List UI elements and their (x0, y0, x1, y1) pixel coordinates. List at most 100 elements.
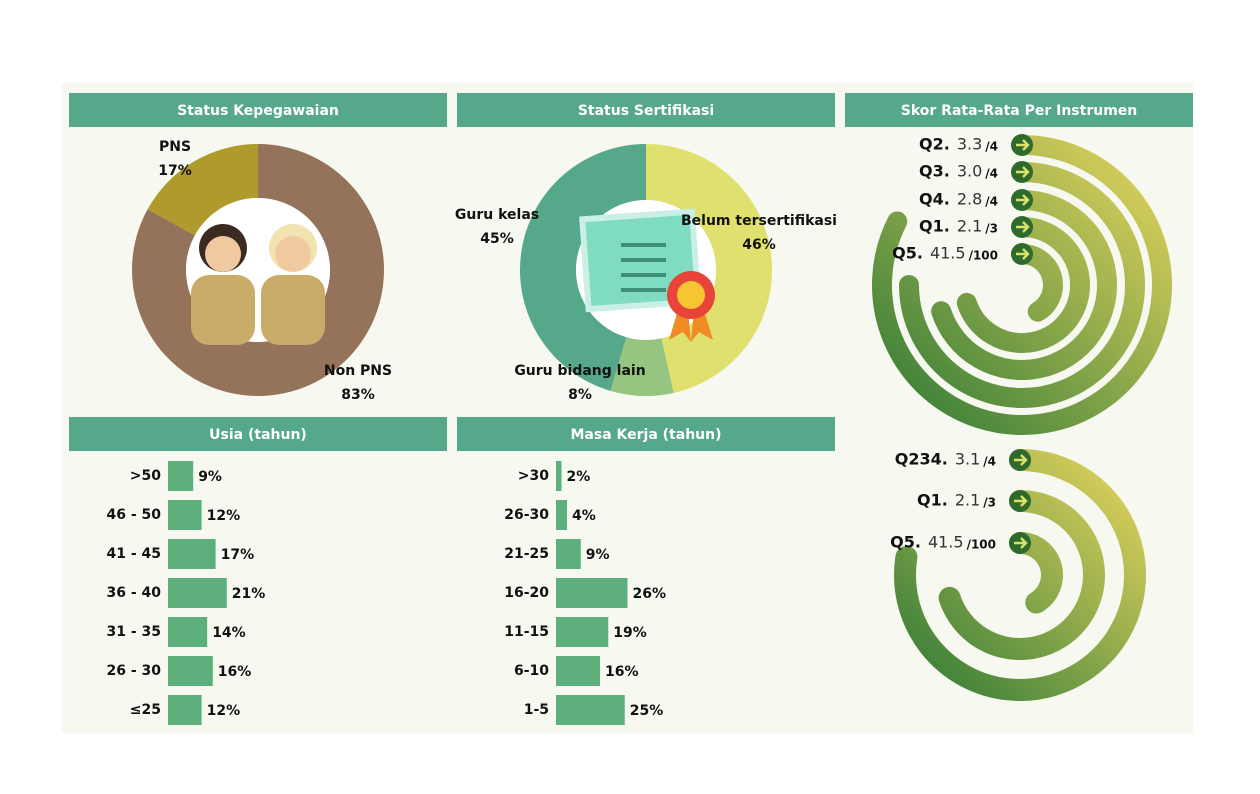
bar-value: 26% (633, 586, 667, 602)
score-value: 41.5 (928, 533, 964, 552)
header-bar (69, 93, 447, 127)
arrow-glyph (1016, 139, 1030, 151)
category-label: 1-5 (524, 702, 549, 718)
bar (168, 695, 202, 725)
category-label: >50 (130, 468, 161, 484)
arrow-glyph (1016, 248, 1030, 260)
category-label: 46 - 50 (106, 507, 161, 523)
radial-arc (956, 217, 1090, 353)
max-label: /100 (969, 249, 998, 263)
bar-value: 17% (221, 547, 255, 563)
bar (556, 656, 600, 686)
bar-value: 4% (572, 508, 596, 524)
score-value: 2.1 (957, 217, 982, 236)
arrow-glyph (1016, 166, 1030, 178)
figure-face (205, 236, 241, 272)
score-name: Q4. (919, 190, 950, 209)
arrow-glyph (1014, 495, 1028, 507)
bar (556, 695, 625, 725)
slice-label: Non PNS (324, 363, 392, 379)
radial-arc (894, 449, 1146, 701)
score-value: 2.8 (957, 190, 982, 209)
arrow-glyph (1016, 194, 1030, 206)
slice-label: Belum tersertifikasi (681, 213, 837, 229)
bar (168, 500, 202, 530)
slice-value: 8% (568, 387, 592, 403)
category-label: 11-15 (504, 624, 549, 640)
chart-title: Usia (tahun) (209, 427, 307, 443)
category-label: >30 (518, 468, 549, 484)
figure-body (261, 275, 325, 345)
score-value: 3.0 (957, 162, 982, 181)
figure-face (275, 236, 311, 272)
score-name: Q5. (890, 533, 921, 552)
bar (168, 461, 194, 491)
slice-label: Guru bidang lain (514, 363, 645, 379)
score-name: Q3. (919, 162, 950, 181)
seal-inner (677, 281, 705, 309)
bar-value: 9% (198, 469, 222, 485)
radial-arc (938, 490, 1105, 660)
chart-title: Skor Rata-Rata Per Instrumen (901, 103, 1138, 119)
bar (168, 656, 213, 686)
max-label: /100 (967, 538, 996, 552)
chart-title: Status Kepegawaian (177, 103, 339, 119)
category-label: 26 - 30 (106, 663, 161, 679)
bar-value: 19% (613, 625, 647, 641)
bar-value: 12% (207, 703, 241, 719)
score-value: 3.1 (955, 450, 980, 469)
header-bar (845, 93, 1193, 127)
slice-value: 45% (480, 231, 514, 247)
slice-value: 46% (742, 237, 776, 253)
category-label: 6-10 (514, 663, 549, 679)
bar-value: 16% (605, 664, 639, 680)
slice-value: 83% (341, 387, 375, 403)
max-label: /4 (985, 140, 998, 154)
bar (168, 539, 216, 569)
bar (556, 539, 581, 569)
header-bar (457, 417, 835, 451)
score-value: 3.3 (957, 135, 982, 154)
bar-value: 12% (207, 508, 241, 524)
slice-label: PNS (159, 139, 191, 155)
score-name: Q2. (919, 135, 950, 154)
max-label: /4 (985, 167, 998, 181)
radial-arc (931, 190, 1117, 380)
max-label: /4 (985, 195, 998, 209)
arrow-glyph (1016, 221, 1030, 233)
bar-value: 16% (218, 664, 252, 680)
pie-slice (646, 144, 773, 393)
bar (556, 461, 562, 491)
category-label: 41 - 45 (106, 546, 161, 562)
max-label: /3 (983, 496, 996, 510)
category-label: 26-30 (504, 507, 549, 523)
arrow-glyph (1014, 537, 1028, 549)
bar-value: 25% (630, 703, 664, 719)
score-name: Q1. (919, 217, 950, 236)
bar (556, 617, 609, 647)
category-label: 31 - 35 (106, 624, 161, 640)
bar (556, 578, 628, 608)
radial-arc (872, 135, 1172, 435)
bar (168, 617, 208, 647)
bar-value: 9% (586, 547, 610, 563)
score-value: 2.1 (955, 491, 980, 510)
radial-arc (899, 162, 1145, 408)
max-label: /4 (983, 455, 996, 469)
pie-slice (520, 144, 646, 391)
arrow-glyph (1014, 454, 1028, 466)
score-name: Q234. (895, 450, 948, 469)
bar-value: 21% (232, 586, 266, 602)
figure-body (191, 275, 255, 345)
category-label: ≤25 (130, 702, 161, 718)
chart-title: Status Sertifikasi (578, 103, 714, 119)
pie-slice (147, 144, 258, 236)
bar-value: 2% (567, 469, 591, 485)
category-label: 36 - 40 (106, 585, 161, 601)
category-label: 21-25 (504, 546, 549, 562)
bar (556, 500, 567, 530)
score-value: 41.5 (930, 244, 966, 263)
bar-value: 14% (212, 625, 246, 641)
